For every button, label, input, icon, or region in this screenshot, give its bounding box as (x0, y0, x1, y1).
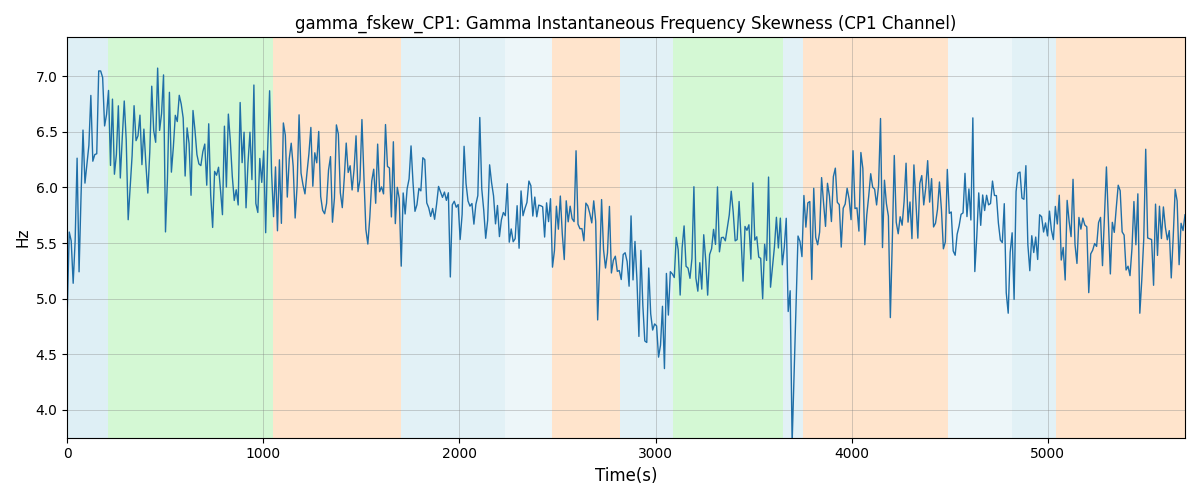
Bar (274, 38, 401, 438)
X-axis label: Time(s): Time(s) (595, 467, 658, 485)
Bar (1013, 38, 1056, 438)
Bar (784, 38, 803, 438)
Bar (1056, 38, 1186, 438)
Bar (620, 38, 673, 438)
Bar (108, 38, 274, 438)
Bar (948, 38, 1013, 438)
Bar (401, 38, 504, 438)
Bar (673, 38, 784, 438)
Bar (803, 38, 948, 438)
Bar (552, 38, 620, 438)
Y-axis label: Hz: Hz (16, 228, 30, 248)
Title: gamma_fskew_CP1: Gamma Instantaneous Frequency Skewness (CP1 Channel): gamma_fskew_CP1: Gamma Instantaneous Fre… (295, 15, 956, 34)
Bar (67, 38, 108, 438)
Bar (504, 38, 552, 438)
